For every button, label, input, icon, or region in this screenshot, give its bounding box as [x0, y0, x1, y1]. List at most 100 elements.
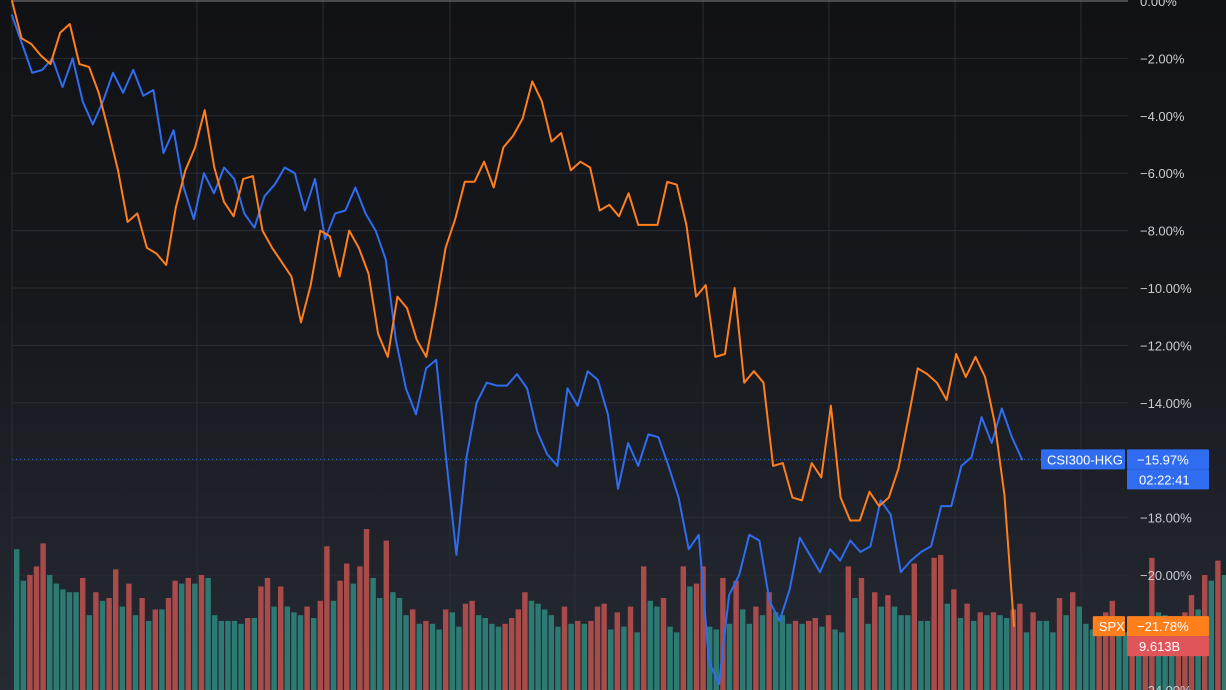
- series-value-tag: −15.97%: [1137, 452, 1189, 467]
- volume-bar: [535, 603, 541, 690]
- volume-bar: [984, 615, 990, 690]
- volume-bar: [205, 577, 211, 690]
- volume-bar: [113, 569, 119, 690]
- volume-bar: [337, 580, 343, 690]
- volume-bar: [1136, 629, 1142, 690]
- volume-bar: [291, 612, 297, 690]
- volume-bar: [1063, 615, 1069, 690]
- volume-bar: [1023, 632, 1030, 690]
- volume-bar: [20, 580, 26, 690]
- volume-bar: [482, 618, 488, 690]
- volume-bar: [918, 620, 924, 690]
- volume-bar: [330, 600, 337, 690]
- volume-bar: [561, 606, 568, 690]
- series-value-tag: −21.78%: [1137, 619, 1189, 634]
- volume-bar: [93, 592, 99, 690]
- volume-bar: [1169, 632, 1175, 690]
- y-tick-label: −14.00%: [1140, 396, 1192, 411]
- volume-bar: [436, 629, 442, 690]
- series-value-tag-bg: [1127, 616, 1209, 637]
- volume-bar: [251, 618, 257, 690]
- volume-bar: [581, 623, 587, 690]
- y-tick-label: −2.00%: [1140, 51, 1185, 66]
- volume-bar: [1076, 606, 1082, 690]
- volume-bar: [588, 620, 594, 690]
- volume-bar: [311, 618, 317, 690]
- volume-bar: [80, 577, 86, 690]
- volume-bar: [680, 566, 686, 690]
- volume-bar: [674, 632, 680, 690]
- volume-bar: [621, 626, 627, 690]
- volume-bar: [964, 603, 970, 690]
- volume-bar: [350, 583, 356, 690]
- volume-bar: [172, 580, 178, 690]
- volume-bar: [819, 626, 825, 690]
- volume-bar: [33, 566, 40, 690]
- volume-bar: [733, 580, 739, 690]
- volume-bar: [502, 623, 508, 690]
- y-axis: 0.00% −2.00% −4.00% −6.00% −8.00% −10.00% −12.…: [1140, 0, 1192, 690]
- volume-bar: [647, 600, 653, 690]
- volume-bar: [1122, 632, 1129, 690]
- volume-bar: [1096, 626, 1102, 690]
- volume-bar: [726, 623, 733, 690]
- volume-bar: [654, 606, 660, 690]
- y-tick-label: −6.00%: [1140, 166, 1185, 181]
- volume-bar: [66, 592, 73, 690]
- volume-bar: [1017, 603, 1023, 690]
- y-tick-label: −4.00%: [1140, 109, 1185, 124]
- y-tick-label: 0.00%: [1140, 0, 1177, 9]
- volume-bar: [971, 620, 977, 690]
- y-tick-label: −20.00%: [1140, 568, 1192, 583]
- volume-bar: [1109, 600, 1115, 690]
- volume-bar: [773, 612, 779, 690]
- volume-bar: [1215, 560, 1221, 690]
- volume-bar: [1208, 580, 1214, 690]
- volume-bar: [839, 632, 845, 690]
- volume-bar: [152, 609, 158, 690]
- volume-bar: [713, 629, 719, 690]
- volume-bar: [891, 606, 898, 690]
- volume-bar: [462, 603, 469, 690]
- volume-bar: [344, 563, 350, 690]
- volume-bar: [806, 620, 812, 690]
- volume-bar: [852, 598, 858, 690]
- volume-bar: [271, 606, 277, 690]
- volume-bar: [878, 606, 884, 690]
- volume-bar: [944, 603, 950, 690]
- volume-bar: [990, 612, 997, 690]
- volume-bar: [357, 566, 363, 690]
- volume-bar: [766, 592, 772, 690]
- volume-bar: [1221, 575, 1226, 690]
- volume-bar: [403, 615, 409, 690]
- series-sub-tag-bg: [1127, 469, 1209, 490]
- volume-bar: [1030, 612, 1036, 690]
- volume-bar: [53, 583, 59, 690]
- volume-bar: [753, 606, 759, 690]
- y-tick-label: −12.00%: [1140, 338, 1192, 353]
- volume-bar: [27, 575, 33, 690]
- volume-bar: [951, 589, 957, 690]
- volume-bar: [198, 575, 205, 690]
- volume-bar: [139, 598, 145, 690]
- volume-bar: [1083, 623, 1089, 690]
- volume-bar: [363, 529, 370, 690]
- volume-bar: [383, 540, 389, 690]
- volume-bar: [146, 620, 152, 690]
- volume-bar: [132, 615, 139, 690]
- volume-bar: [614, 612, 620, 690]
- volume-bar: [231, 620, 238, 690]
- volume-bar: [812, 618, 818, 690]
- volume-bar: [594, 606, 601, 690]
- volume-bar: [159, 609, 165, 690]
- volume-bar: [377, 598, 383, 690]
- volume-bar: [14, 549, 20, 690]
- volume-bar: [832, 629, 838, 690]
- volume-bar: [297, 615, 304, 690]
- volume-bar: [924, 620, 931, 690]
- volume-bar: [218, 620, 224, 690]
- volume-bar: [931, 557, 937, 690]
- volume-bar: [608, 629, 614, 690]
